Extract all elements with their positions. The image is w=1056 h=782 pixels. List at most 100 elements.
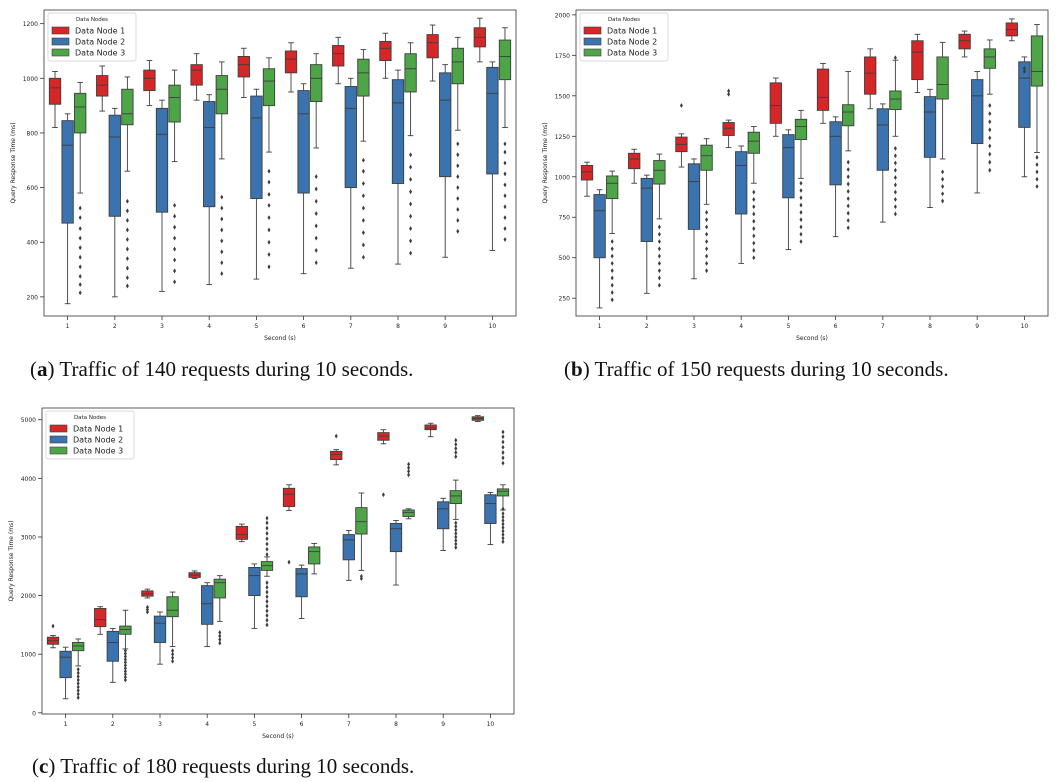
- box-body: [735, 151, 748, 215]
- x-tick-label: 3: [158, 721, 162, 728]
- outlier-point: [988, 103, 992, 108]
- outlier-point: [941, 176, 945, 182]
- box-body: [496, 488, 510, 497]
- outlier-point: [893, 167, 897, 173]
- outlier-point: [334, 433, 338, 439]
- box-body: [389, 523, 403, 553]
- outlier-point: [267, 192, 271, 197]
- outlier-point: [78, 235, 82, 241]
- box-body: [72, 642, 85, 652]
- outlier-point: [1022, 65, 1026, 71]
- outlier-point: [846, 210, 850, 216]
- caption-b: (b) Traffic of 150 requests during 10 se…: [564, 357, 949, 381]
- box-1-3: [675, 103, 688, 168]
- outlier-point: [657, 260, 661, 266]
- box-body: [439, 72, 452, 178]
- outlier-point: [1035, 154, 1039, 160]
- box-3-8: [404, 42, 417, 256]
- box-body: [923, 96, 937, 158]
- outlier-point: [988, 143, 992, 149]
- box-2-6: [829, 116, 842, 238]
- box-1-1: [46, 623, 60, 649]
- box-1-6: [282, 484, 296, 565]
- box-3-9: [449, 437, 462, 550]
- outlier-point: [265, 622, 269, 628]
- outlier-point: [171, 651, 175, 657]
- outlier-point: [610, 290, 614, 295]
- box-body: [747, 131, 760, 154]
- box-1-4: [722, 88, 735, 149]
- y-axis-label: Query Response Time (ms): [10, 122, 17, 203]
- box-body: [722, 122, 735, 136]
- outlier-point: [78, 273, 82, 279]
- box-body: [426, 34, 439, 59]
- box-3-8: [936, 41, 949, 204]
- y-tick-label: 1000: [21, 652, 36, 659]
- outlier-point: [752, 189, 756, 195]
- outlier-point: [123, 677, 127, 683]
- legend-swatch: [583, 26, 602, 35]
- outlier-point: [657, 224, 661, 230]
- outlier-point: [267, 264, 271, 270]
- outlier-point: [454, 527, 458, 533]
- box-3-5: [262, 57, 276, 270]
- outlier-point: [409, 152, 413, 158]
- box-body: [355, 507, 368, 535]
- outlier-point: [173, 268, 177, 274]
- outlier-point: [503, 149, 507, 155]
- x-tick-label: 6: [300, 721, 304, 728]
- outlier-point: [125, 198, 129, 204]
- x-tick-label: 4: [739, 323, 743, 330]
- outlier-point: [799, 239, 803, 244]
- outlier-point: [123, 668, 127, 674]
- box-body: [248, 566, 261, 597]
- box-body: [402, 509, 415, 517]
- caption-c-text: Traffic of 180 requests during 10 second…: [55, 754, 415, 778]
- outlier-point: [265, 552, 269, 557]
- box-2-9: [971, 71, 984, 194]
- box-body: [864, 56, 877, 95]
- y-tick-label: 1000: [555, 174, 570, 181]
- outlier-point: [893, 204, 897, 210]
- y-tick-label: 1000: [23, 76, 38, 83]
- box-body: [700, 144, 713, 171]
- outlier-point: [893, 189, 897, 195]
- outlier-point: [846, 181, 850, 187]
- outlier-point: [409, 189, 413, 195]
- outlier-point: [456, 196, 460, 201]
- outlier-point: [218, 630, 222, 635]
- legend-entry: Data Node 2: [607, 38, 657, 47]
- y-tick-label: 2000: [555, 12, 570, 19]
- box-body: [215, 75, 228, 115]
- box-2-8: [391, 69, 405, 265]
- box-body: [94, 608, 107, 628]
- box-1-1: [580, 161, 594, 197]
- box-body: [106, 630, 119, 662]
- outlier-point: [657, 246, 661, 252]
- outlier-point: [454, 454, 458, 460]
- y-tick-label: 1500: [555, 93, 570, 100]
- outlier-point: [125, 283, 129, 289]
- outlier-point: [76, 667, 80, 672]
- box-body: [297, 90, 310, 194]
- outlier-point: [76, 674, 80, 679]
- box-2-9: [439, 64, 452, 258]
- caption-b-text: Traffic of 150 requests during 10 second…: [589, 357, 949, 381]
- legend-box: [47, 12, 137, 62]
- box-1-2: [628, 148, 641, 184]
- outlier-point: [454, 450, 458, 455]
- outlier-point: [218, 640, 222, 646]
- outlier-point: [361, 205, 365, 211]
- outlier-point: [173, 213, 177, 219]
- outlier-point: [218, 633, 222, 639]
- box-body: [769, 82, 782, 124]
- box-1-10: [1005, 18, 1018, 42]
- box-3-4: [215, 61, 228, 277]
- outlier-point: [846, 196, 850, 202]
- outlier-point: [610, 282, 614, 288]
- outlier-point: [846, 167, 850, 172]
- outlier-point: [76, 695, 80, 700]
- outlier-point: [220, 249, 224, 255]
- chart-panel-c: 0 1000 2000 3000 4000 5000 Query Response Time…: [4, 402, 520, 778]
- x-tick-label: 10: [487, 721, 495, 728]
